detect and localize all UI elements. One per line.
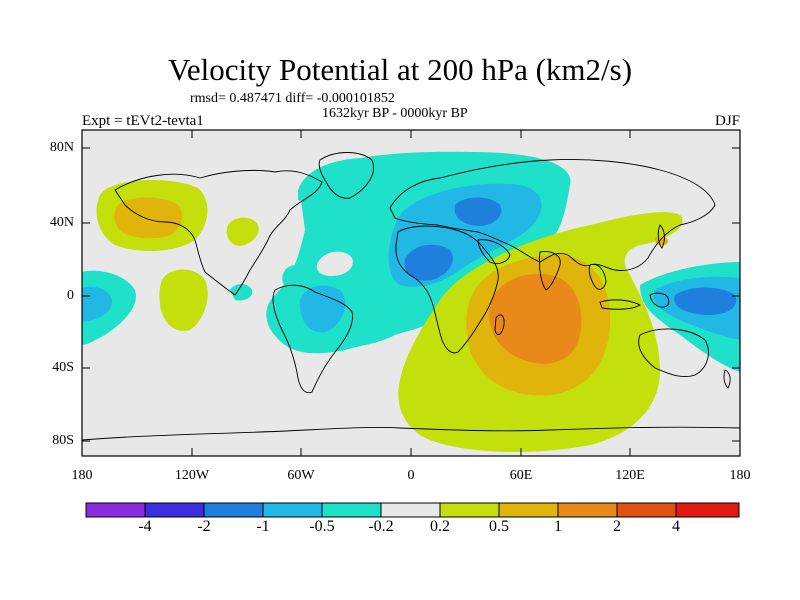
contour-neg-0.2-mexico [230, 284, 253, 301]
colorbar-box-9 [557, 502, 618, 518]
colorbar-box-1 [85, 502, 146, 518]
rmsd-diff-stats: rmsd= 0.487471 diff= -0.000101852 [190, 91, 395, 106]
colorbar-box-3 [203, 502, 264, 518]
colorbar-box-8 [498, 502, 559, 518]
lon-label-60e: 60E [509, 468, 533, 483]
contour-neg-0.2-carib [282, 265, 309, 291]
colorbar-label: -1 [256, 518, 270, 535]
contour-pos-0.2-namerica [226, 217, 259, 246]
season-label: DJF [714, 113, 740, 129]
colorbar-label: 0.5 [489, 518, 509, 535]
lat-label-80n: 80N [49, 140, 74, 155]
lon-label-120e: 120E [615, 468, 645, 483]
colorbar-label: -4 [138, 518, 152, 535]
contour-neg-1-africa [404, 244, 453, 281]
colorbar-box-5 [321, 502, 382, 518]
lat-label-40s: 40S [52, 360, 74, 375]
lon-label-0: 0 [407, 468, 415, 483]
colorbar-box-6 [380, 502, 441, 518]
contour-gap-atlantic [316, 251, 353, 276]
colorbar [85, 502, 740, 518]
coastlines [82, 152, 740, 441]
contour-pos-0.2-spacific [159, 269, 208, 332]
experiment-label: Expt = tEVt2-tevta1 [82, 113, 204, 129]
lat-label-40n: 40N [49, 215, 74, 230]
colorbar-label: 2 [613, 518, 621, 535]
colorbar-label: -0.5 [309, 518, 335, 535]
contour-neg-0.2-north [298, 158, 360, 204]
lon-label-120w: 120W [174, 468, 210, 483]
lat-ticks [82, 147, 740, 442]
colorbar-box-2 [144, 502, 205, 518]
lat-label-80s: 80S [52, 433, 74, 448]
contour-neg-1-europe [454, 197, 502, 226]
colorbar-box-11 [675, 502, 740, 518]
colorbar-label: -2 [197, 518, 211, 535]
colorbar-box-7 [439, 502, 500, 518]
colorbar-label: 0.2 [430, 518, 450, 535]
colorbar-label: 4 [672, 518, 680, 535]
contour-pos-1-indian [489, 273, 582, 364]
colorbar-box-10 [616, 502, 677, 518]
colorbar-box-4 [262, 502, 323, 518]
lon-ticks [191, 130, 631, 456]
contour-pos-0.5-npacific [114, 197, 182, 239]
lon-label-180e: 180 [729, 468, 751, 483]
lat-label-0: 0 [67, 288, 74, 303]
lon-label-180w: 180 [71, 468, 93, 483]
time-period: 1632kyr BP - 0000kyr BP [322, 106, 468, 121]
colorbar-label: -0.2 [368, 518, 394, 535]
map-title: Velocity Potential at 200 hPa (km2/s) [167, 52, 633, 87]
contour-neg-1-wpacific [674, 287, 737, 315]
contour-neg-0.5-samerica [299, 285, 346, 333]
colorbar-label: 1 [554, 518, 562, 535]
lon-label-60w: 60W [287, 468, 315, 483]
contour-fields [82, 151, 740, 452]
